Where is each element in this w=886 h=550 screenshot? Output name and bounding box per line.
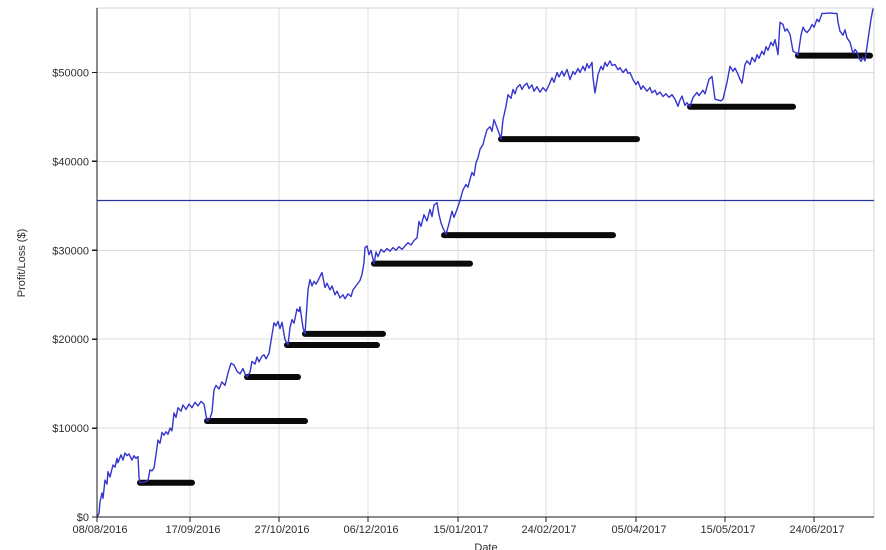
x-tick-label: 08/08/2016 bbox=[72, 524, 127, 536]
x-tick-label: 17/09/2016 bbox=[165, 524, 220, 536]
y-tick-label: $30000 bbox=[52, 245, 89, 257]
x-tick-label: 05/04/2017 bbox=[611, 524, 666, 536]
y-tick-label: $20000 bbox=[52, 334, 89, 346]
axes bbox=[92, 8, 874, 522]
y-tick-label: $50000 bbox=[52, 68, 89, 80]
y-tick-label: $40000 bbox=[52, 156, 89, 168]
x-tick-label: 24/06/2017 bbox=[789, 524, 844, 536]
x-tick-label: 06/12/2016 bbox=[343, 524, 398, 536]
y-axis-title: Profit/Loss ($) bbox=[16, 228, 28, 298]
equity-curve-line bbox=[97, 8, 874, 517]
y-tick-labels: $0 $10000 $20000 $30000 $40000 $50000 bbox=[52, 68, 89, 525]
gridlines bbox=[97, 7, 875, 517]
x-tick-label: 15/01/2017 bbox=[433, 524, 488, 536]
x-tick-label: 15/05/2017 bbox=[700, 524, 755, 536]
x-tick-labels: 08/08/2016 17/09/2016 27/10/2016 06/12/2016… bbox=[72, 524, 844, 536]
x-axis-title: Date bbox=[474, 542, 498, 550]
y-tick-label: $10000 bbox=[52, 423, 89, 435]
y-tick-label: $0 bbox=[77, 512, 89, 524]
x-tick-label: 24/02/2017 bbox=[521, 524, 576, 536]
x-tick-label: 27/10/2016 bbox=[254, 524, 309, 536]
drawdown-bars bbox=[137, 52, 873, 486]
